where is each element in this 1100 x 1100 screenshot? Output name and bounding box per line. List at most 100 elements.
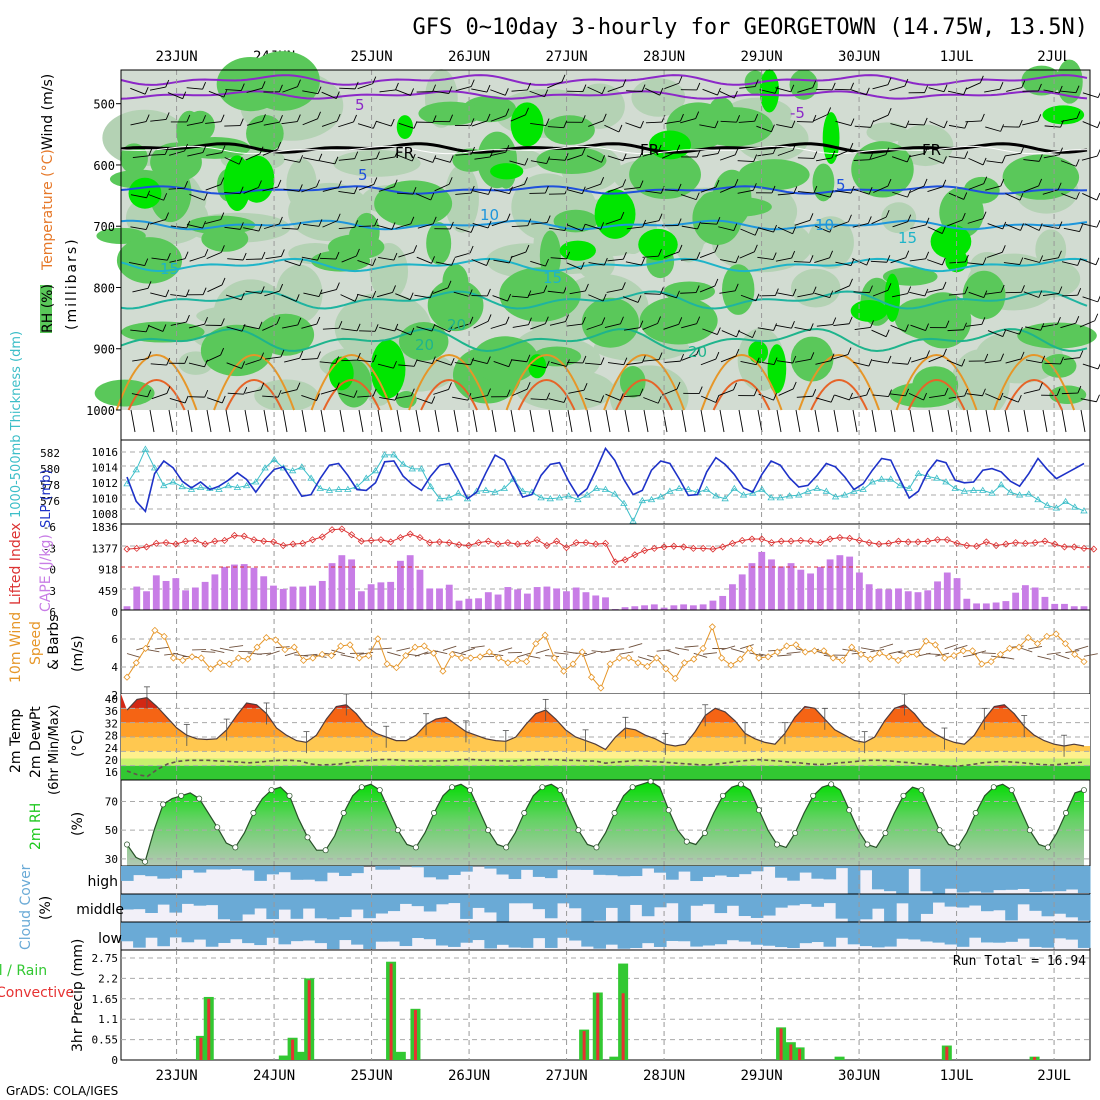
ylabel-temperature: Temperature (°C) — [40, 149, 56, 271]
cape-bar — [338, 555, 346, 610]
day-label: 25JUN — [350, 1068, 392, 1084]
wind-speed-marker — [253, 643, 261, 651]
cloud-block — [544, 866, 558, 879]
cloud-block — [387, 866, 401, 870]
wind-barb — [283, 188, 300, 192]
wind-speed-marker — [792, 641, 800, 649]
cloud-block — [581, 866, 594, 870]
wind-barb — [794, 219, 811, 226]
wind-barbs — [128, 70, 1100, 440]
wind-barb — [737, 330, 753, 339]
wind-barb-flag — [601, 317, 606, 325]
cape-bar — [143, 591, 150, 610]
level-label: 500 — [93, 98, 115, 112]
wind-speed-marker — [866, 655, 874, 663]
cloud-block — [593, 922, 606, 949]
cloud-block — [1029, 866, 1043, 893]
wind-barb — [1074, 645, 1089, 651]
wind-barb — [303, 223, 320, 227]
wind-barb-flag — [695, 111, 700, 119]
lifted-index-marker — [689, 544, 697, 552]
cape-bar — [719, 595, 727, 610]
wind-barb — [454, 323, 471, 329]
wind-barb-flag — [145, 114, 150, 122]
cloud-block — [823, 894, 837, 904]
wind-barb-flag — [565, 314, 569, 322]
wind-barb — [453, 409, 459, 433]
wind-barb-flag — [677, 218, 682, 226]
cloud-block — [314, 866, 328, 882]
wind-barb — [338, 158, 355, 161]
wind-barb — [815, 360, 832, 365]
cloud-block — [460, 866, 473, 872]
cape-bar — [758, 551, 766, 610]
cape-bar — [250, 567, 258, 610]
wind-barb — [644, 293, 661, 295]
wind-barb-flag — [431, 256, 435, 264]
cloud-grid — [176, 866, 1055, 950]
ylabel-wind-a: 10m Wind — [8, 612, 24, 683]
day-label: 23JUN — [155, 1068, 197, 1084]
wind-barb — [775, 87, 791, 93]
wind-barb — [605, 393, 621, 401]
rh-marker — [936, 827, 943, 834]
wind-barb — [700, 358, 717, 366]
cloud-block — [532, 922, 546, 939]
wind-barb — [702, 88, 718, 96]
wind-barb-flag — [163, 193, 168, 201]
wind-barb — [319, 361, 336, 364]
rh-marker — [449, 784, 455, 791]
wind-barb — [1061, 294, 1078, 297]
wind-speed-marker — [643, 662, 651, 670]
thickness-marker — [1080, 507, 1088, 514]
wind-barb-flag — [1001, 155, 1006, 164]
wind-barb — [282, 86, 298, 93]
wind-barb-flag — [982, 211, 987, 219]
cloud-block — [302, 922, 316, 941]
wind-barb — [776, 124, 793, 129]
cape-bar — [465, 598, 473, 610]
lifted-index-marker — [240, 532, 248, 540]
wind-barb — [928, 409, 934, 433]
cloud-block — [1017, 866, 1030, 889]
wind-barb — [531, 222, 548, 225]
wind-barb — [1042, 189, 1059, 195]
cape-bar — [1041, 596, 1049, 610]
cloud-block — [993, 922, 1006, 943]
cloud-block — [702, 866, 716, 877]
cape-bar — [660, 607, 668, 610]
wind-barb — [737, 189, 754, 194]
wind-barb — [229, 645, 244, 648]
wind-barb-flag — [449, 324, 454, 333]
cloud-block — [787, 894, 800, 906]
wind-speed-marker — [894, 656, 902, 664]
wind-barb — [890, 123, 907, 129]
wind-barb — [1023, 185, 1039, 193]
wind-barb-flag — [223, 89, 228, 98]
wind-barb — [493, 259, 510, 264]
cloud-block — [1017, 922, 1030, 939]
wind-barb-flag — [771, 185, 776, 194]
cloud-block — [508, 866, 522, 880]
cape-bar — [631, 606, 639, 610]
lifted-index-marker — [396, 534, 404, 542]
cloud-block — [508, 894, 522, 904]
wind-barb-flag — [734, 147, 739, 155]
wind-barb-flag — [409, 292, 414, 300]
cape-bar — [826, 559, 834, 610]
precip-frame — [120, 949, 1091, 1061]
wind-barb — [681, 323, 697, 329]
cloud-block — [1017, 894, 1030, 905]
wind-barb — [206, 152, 223, 156]
wind-barb-flag — [432, 216, 437, 224]
wind-barb — [664, 360, 681, 363]
lifted-index-marker — [572, 539, 580, 547]
wind-barb-flag — [221, 277, 226, 286]
cloud-block — [290, 866, 304, 880]
thickness-marker — [638, 496, 647, 504]
wind-barb — [947, 329, 964, 332]
wind-barb — [948, 156, 965, 159]
cape-bar — [191, 587, 199, 610]
cloud-block — [690, 894, 703, 906]
day-label: 23JUN — [155, 49, 197, 65]
